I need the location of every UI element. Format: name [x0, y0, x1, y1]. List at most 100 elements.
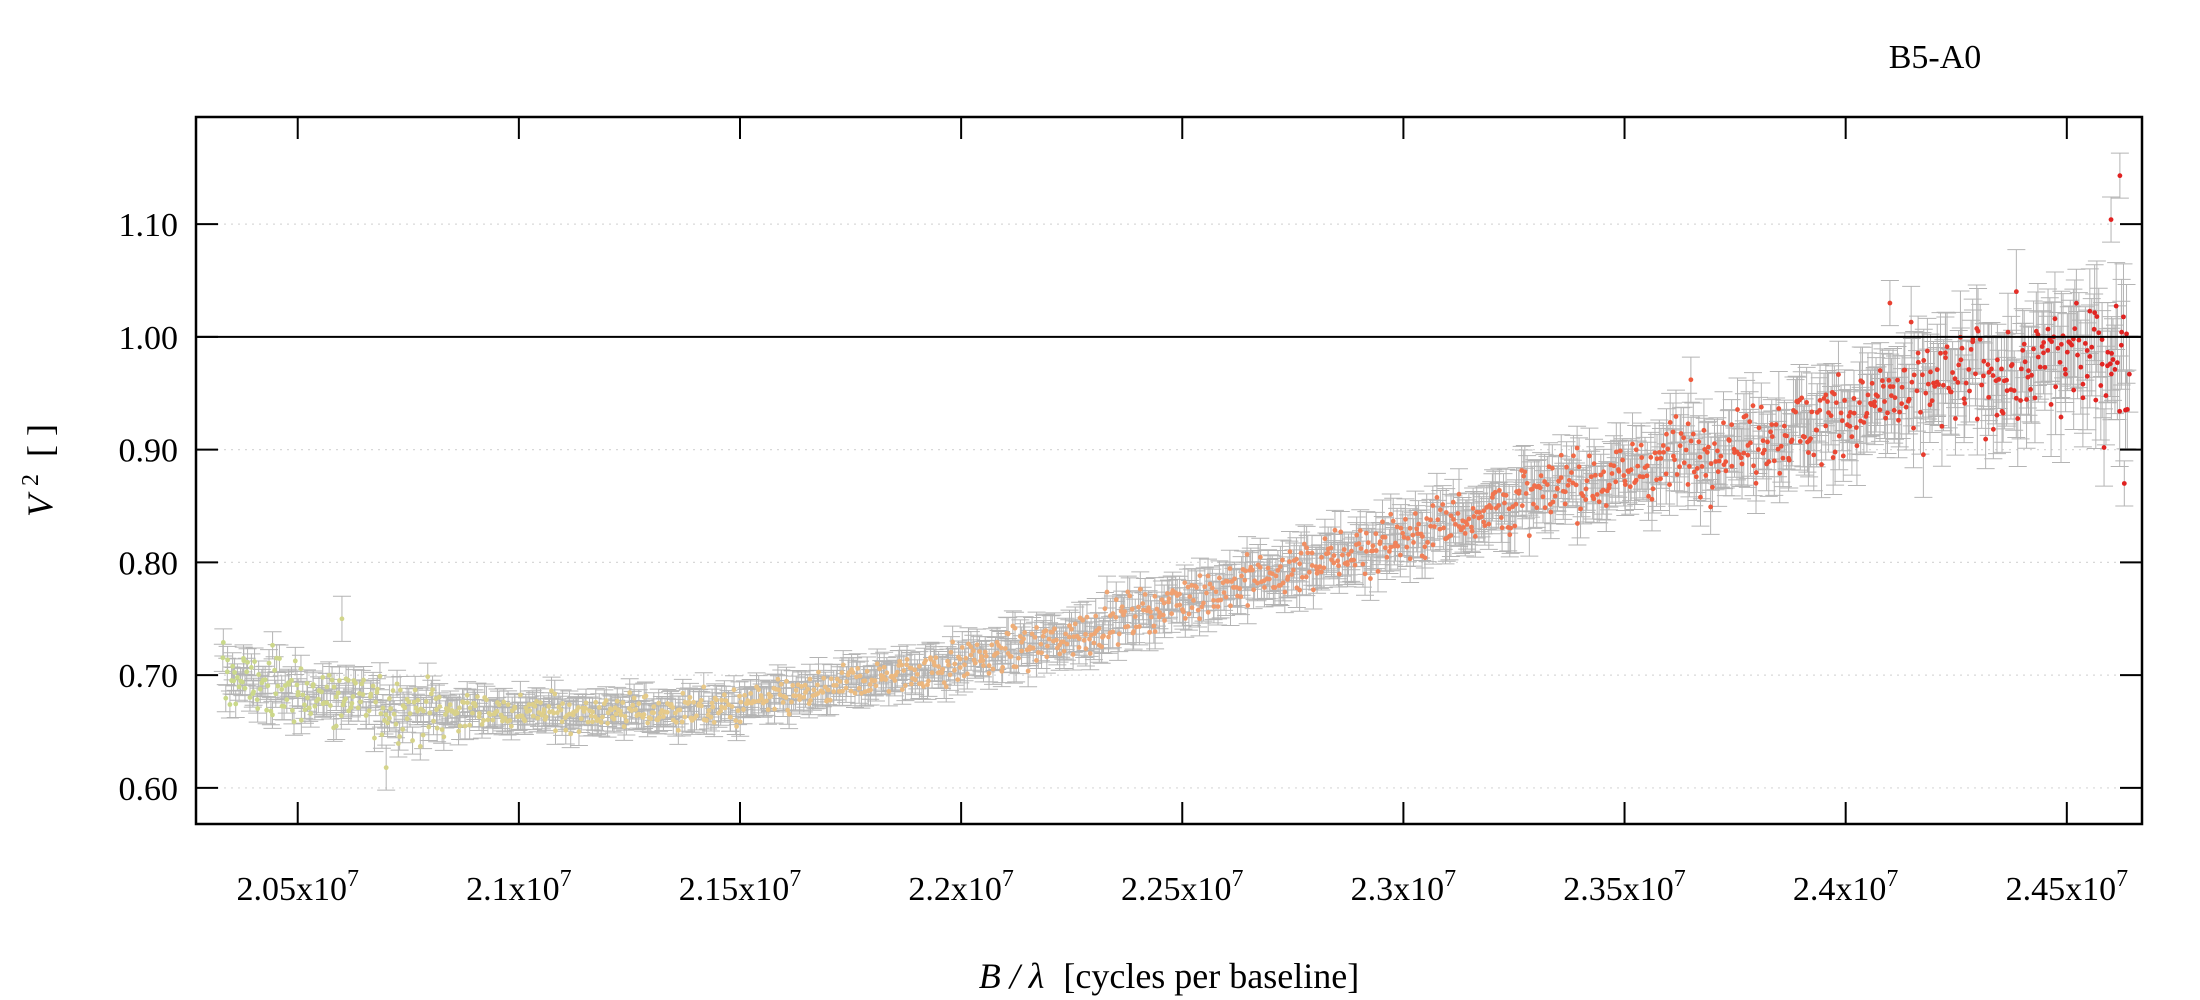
data-point — [872, 678, 878, 684]
data-point — [230, 663, 236, 669]
data-point — [797, 697, 802, 703]
data-point — [1136, 604, 1141, 610]
data-point — [360, 692, 366, 697]
data-point — [1002, 646, 1008, 651]
data-point — [233, 701, 239, 707]
data-point — [231, 678, 236, 684]
data-point — [1148, 609, 1153, 615]
data-point — [994, 650, 1000, 656]
data-point — [837, 679, 843, 684]
data-point — [719, 697, 725, 703]
data-point — [402, 705, 408, 711]
data-point — [349, 700, 355, 706]
data-point — [588, 713, 594, 719]
data-point — [555, 710, 560, 716]
data-point — [295, 689, 301, 695]
data-point — [496, 702, 502, 708]
data-point — [298, 717, 304, 723]
data-point — [345, 677, 351, 683]
data-point — [523, 705, 529, 711]
data-point — [1182, 580, 1188, 586]
data-point — [820, 689, 826, 695]
data-point — [538, 700, 543, 706]
data-point — [227, 702, 233, 707]
data-point — [312, 703, 318, 709]
data-point — [566, 702, 572, 708]
data-point — [957, 665, 963, 670]
data-point — [359, 681, 365, 687]
data-point — [270, 642, 275, 648]
data-point — [1211, 597, 1216, 603]
data-point — [353, 680, 358, 686]
data-point — [358, 699, 363, 705]
data-point — [979, 654, 984, 659]
data-point — [921, 684, 926, 689]
data-point — [245, 659, 250, 665]
data-point — [1070, 652, 1076, 657]
data-point — [462, 723, 468, 729]
data-point — [682, 714, 688, 720]
data-point — [923, 658, 929, 663]
data-point — [1156, 614, 1162, 620]
data-point — [840, 688, 845, 694]
data-point — [1162, 618, 1167, 623]
data-point — [844, 679, 849, 685]
data-point — [546, 703, 552, 709]
data-point — [815, 682, 820, 688]
data-point — [331, 684, 337, 690]
data-point — [522, 718, 528, 724]
data-point — [780, 699, 786, 705]
data-point — [434, 725, 440, 731]
data-point — [733, 718, 739, 724]
data-point — [622, 713, 628, 719]
data-point — [355, 705, 361, 711]
data-point — [1102, 606, 1108, 612]
data-point — [1146, 605, 1151, 611]
data-point — [941, 680, 947, 686]
data-point — [275, 683, 281, 689]
data-point — [527, 708, 533, 713]
data-point — [737, 719, 743, 725]
data-point — [631, 695, 637, 701]
data-point — [728, 714, 733, 720]
data-point — [959, 645, 965, 650]
data-point — [404, 716, 410, 722]
data-point — [926, 678, 931, 684]
data-point — [1202, 584, 1208, 590]
data-point — [430, 687, 435, 692]
data-point — [822, 684, 828, 690]
data-point — [289, 707, 295, 713]
data-point — [306, 705, 312, 711]
data-point — [1257, 564, 1263, 570]
data-point — [775, 676, 781, 682]
data-point — [379, 732, 385, 738]
data-point — [899, 662, 905, 668]
data-point — [940, 666, 946, 672]
data-point — [1115, 642, 1121, 647]
data-point — [828, 676, 834, 682]
data-point — [783, 695, 789, 700]
data-point — [972, 660, 978, 666]
data-point — [772, 706, 777, 712]
data-point — [1052, 626, 1057, 632]
data-point — [802, 682, 808, 688]
data-point — [1034, 625, 1039, 630]
data-point — [946, 662, 951, 668]
data-point — [881, 664, 887, 670]
data-point — [286, 681, 292, 687]
data-point — [904, 657, 910, 662]
data-point — [281, 704, 287, 709]
data-point — [1034, 658, 1039, 663]
data-point — [917, 663, 922, 669]
data-point — [411, 699, 417, 705]
data-point — [729, 704, 735, 709]
data-point — [1181, 609, 1186, 615]
data-point — [534, 699, 539, 704]
data-point — [686, 699, 692, 705]
data-point — [947, 672, 953, 678]
data-point — [576, 729, 582, 735]
data-point — [387, 715, 392, 721]
data-point — [1151, 623, 1157, 629]
data-point — [578, 716, 584, 722]
